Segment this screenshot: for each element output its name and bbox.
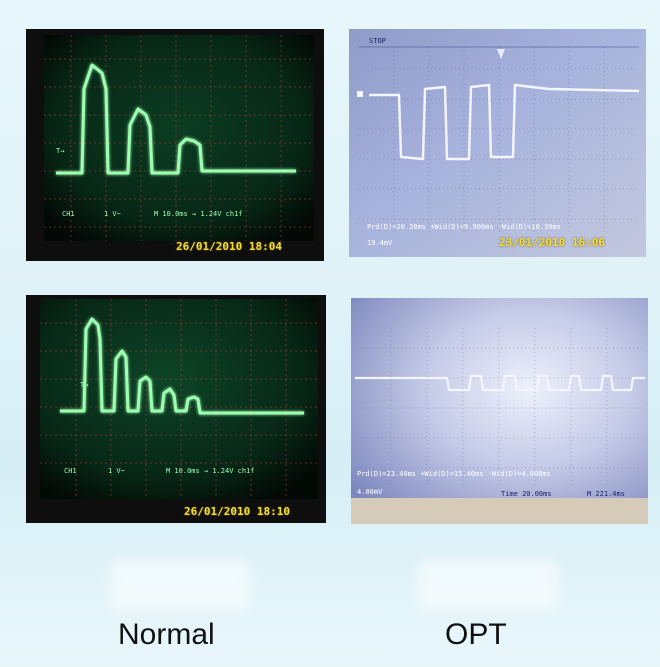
waveform-trace [369,83,640,161]
waveform-trace [60,317,304,415]
extra-label: M 221.4ms [587,490,625,498]
scope-photo-opt-bottom: Prd(D)=23.40ms +Wid(D)=15.40ms -Wid(D)=4… [351,298,648,524]
volts-label: 1 V~ [108,467,125,475]
timebase-label: Time 20.00ms [501,490,552,498]
stop-label: STOP [369,37,386,45]
faded-caption-opt [418,560,558,610]
caption-normal: Normal [118,618,215,651]
svg-text:T→: T→ [56,147,64,155]
scope-screen-normal-top: T→ [26,29,324,261]
timestamp: 26/01/2010 18:10 [184,505,290,518]
volts-label: 1 V~ [104,210,121,218]
svg-text:T→: T→ [80,381,88,389]
grid [44,35,314,241]
caption-opt: OPT [445,618,507,651]
measurement-readout: Prd(D)=23.40ms +Wid(D)=15.40ms -Wid(D)=4… [357,470,551,478]
waveform-trace [56,63,296,175]
measurement-readout: Prd(D)=20.20ms +Wid(D)=9.900ms -Wid(D)=1… [367,223,561,231]
faded-caption-normal [110,560,250,610]
scope-screen-opt-bottom [351,298,648,524]
scope-photo-opt-top: STOP Prd(D)=20.20ms +Wid(D)=9.900ms -Wid… [349,29,646,257]
channel-label: CH1 [64,467,77,475]
timebase-label: M 10.0ms → 1.24V ch1f [154,210,243,218]
timestamp: 23/01/2010 16:06 [499,236,605,249]
grid [40,299,318,499]
grid [357,328,643,488]
timebase-label: M 10.0ms → 1.24V ch1f [166,467,255,475]
channel-label: CH1 [62,210,75,218]
waveform-trace [355,374,645,392]
timestamp: 26/01/2010 18:04 [176,240,282,253]
grid [359,47,639,234]
scope-photo-normal-bottom: T→ CH1 1 V~ M 10.0ms → 1.24V ch1f 26/01/… [26,295,326,523]
scale-label: 4.00mV [357,488,383,496]
scope-screen-normal-bottom: T→ [26,295,326,523]
scope-screen-opt-top [349,29,646,257]
scope-photo-normal-top: T→ CH1 1 V~ M 10.0ms → 1.24V ch1f 26/01/… [26,29,324,261]
scale-label: 19.4mV [367,239,393,247]
